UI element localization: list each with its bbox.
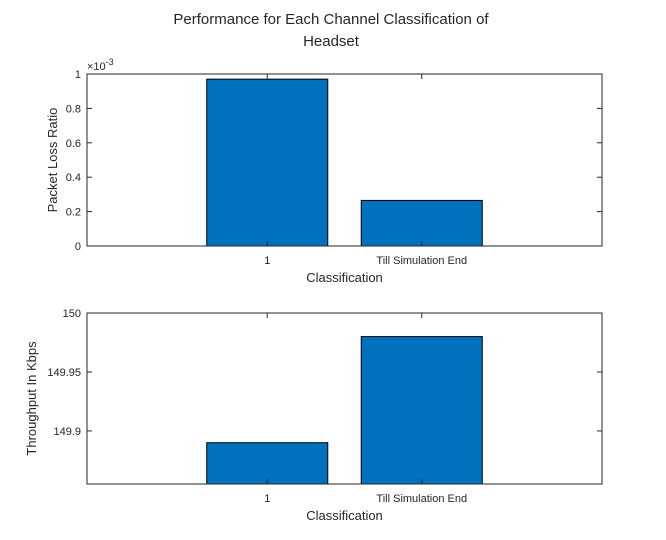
bar-1: [206, 78, 329, 247]
y-exponent-label: ×10-3: [87, 57, 114, 73]
x-tick-label: 1: [264, 493, 270, 505]
y-tick-label: 0.2: [66, 207, 81, 219]
throughput-chart: 149.9 149.95 150 1 Till Simulation End Classi…: [24, 308, 603, 523]
x-axis-label: Classification: [306, 270, 383, 285]
axes-box: [86, 73, 603, 247]
y-axis-label: Packet Loss Ratio: [45, 108, 60, 213]
y-tick-label: 149.95: [47, 367, 81, 379]
y-tick-label: 0.8: [66, 103, 81, 115]
figure-title-line-2: Headset: [303, 33, 360, 50]
y-tick-label: 150: [63, 308, 81, 320]
packet-loss-chart: 0 0.2 0.4 0.6 0.8 1 1 Till Simulation End Classi…: [45, 57, 603, 285]
y-axis-label: Throughput In Kbps: [24, 341, 39, 456]
x-tick-label: 1: [264, 255, 270, 267]
x-tick-label: Till Simulation End: [376, 255, 467, 267]
y-tick-label: 149.9: [53, 426, 81, 438]
axes-box: [86, 312, 603, 485]
bar-1: [206, 442, 329, 485]
y-tick-label: 0: [75, 241, 81, 253]
figure-title-line-1: Performance for Each Channel Classificat…: [173, 11, 489, 28]
x-tick-label: Till Simulation End: [376, 493, 467, 505]
bar-2: [360, 199, 483, 247]
y-tick-label: 1: [75, 69, 81, 81]
y-tick-label: 0.6: [66, 138, 81, 150]
x-axis-label: Classification: [306, 508, 383, 523]
bar-2: [360, 336, 483, 485]
y-tick-label: 0.4: [66, 172, 81, 184]
